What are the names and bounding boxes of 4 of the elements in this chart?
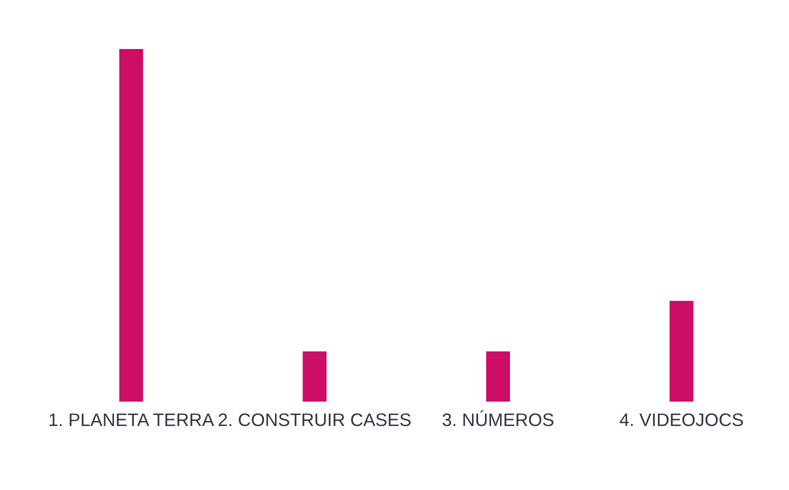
x-tick-label: 2. CONSTRUIR CASES xyxy=(218,413,411,426)
x-tick-label: 3. NÚMEROS xyxy=(442,410,554,426)
x-tick-label: 4. VIDEOJOCS xyxy=(620,413,743,426)
x-tick-label: 1. PLANETA TERRA xyxy=(50,414,214,426)
